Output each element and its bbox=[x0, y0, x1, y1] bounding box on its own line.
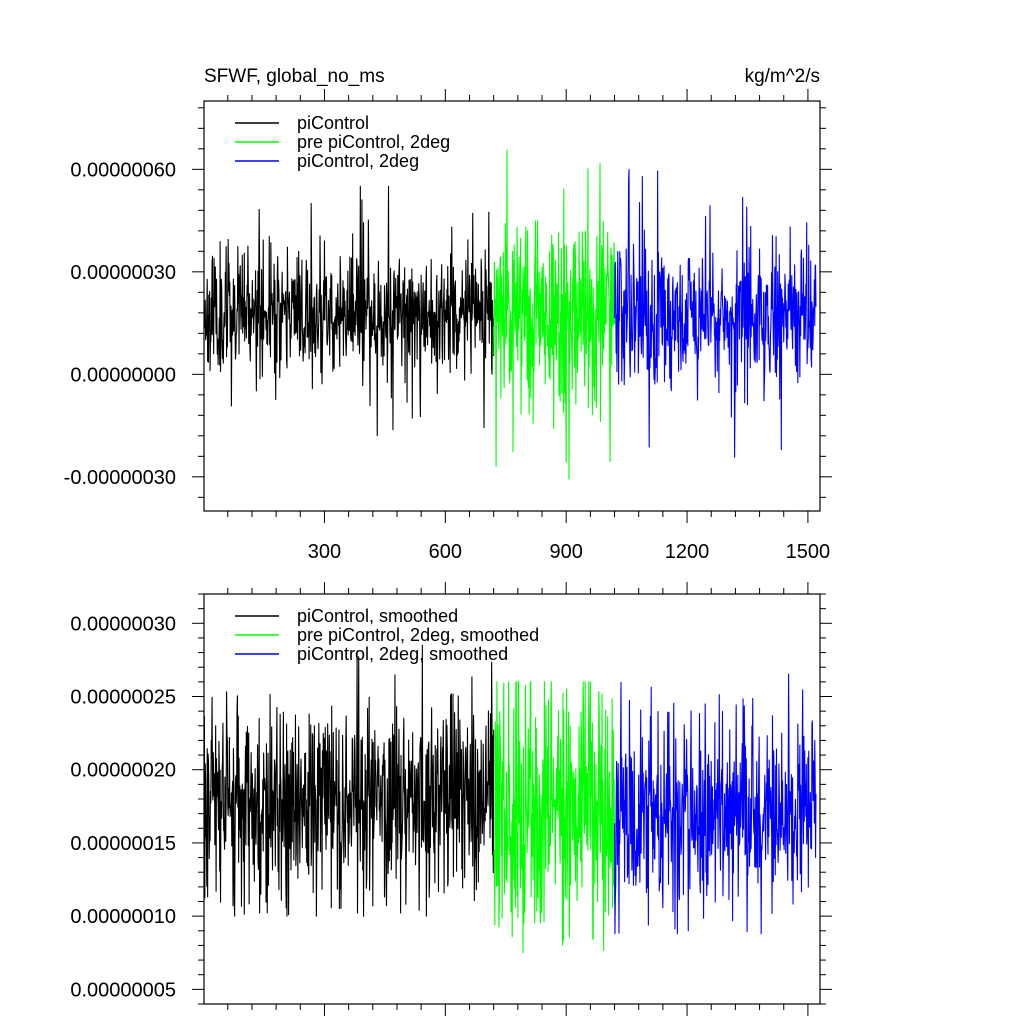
y-tick-label: 0.00000025 bbox=[70, 687, 176, 709]
y-tick-label: 0.00000005 bbox=[70, 979, 176, 1001]
bottom-panel: 0.00000005 0.00000010 0.00000015 0.00000020… bbox=[70, 582, 832, 1016]
series-line-pre-picontrol-2deg-smoothed bbox=[493, 681, 616, 954]
y-tick-label: 0.00000000 bbox=[70, 364, 176, 386]
legend-label: piControl, 2deg, smoothed bbox=[297, 644, 508, 664]
series-line-picontrol-2deg bbox=[613, 168, 817, 458]
top-panel: -0.00000030 0.00000000 0.00000030 0.0000006… bbox=[64, 89, 832, 563]
plot-frame bbox=[203, 100, 821, 512]
y-tick-label: 0.00000030 bbox=[70, 262, 176, 284]
legend-label: pre piControl, 2deg, smoothed bbox=[297, 625, 539, 645]
x-tick-label: 1200 bbox=[665, 541, 710, 563]
y-tick-label: 0.00000020 bbox=[70, 760, 176, 782]
y-tick-label: 0.00000015 bbox=[70, 833, 176, 855]
series-line-picontrol-2deg-smoothed bbox=[613, 673, 817, 935]
series-line-pre-picontrol-2deg bbox=[493, 149, 616, 480]
series-group bbox=[204, 644, 817, 954]
series-line-picontrol bbox=[204, 185, 495, 437]
x-tick-label: 900 bbox=[549, 541, 582, 563]
series-group bbox=[204, 149, 817, 480]
legend-label: piControl bbox=[297, 113, 369, 133]
y-tick-label: -0.00000030 bbox=[64, 467, 176, 489]
y-tick-label: 0.00000030 bbox=[70, 613, 176, 635]
legend-label: pre piControl, 2deg bbox=[297, 132, 450, 152]
y-tick-label: 0.00000010 bbox=[70, 906, 176, 928]
chart-title-right: kg/m^2/s bbox=[745, 66, 820, 87]
x-tick-label: 600 bbox=[429, 541, 462, 563]
chart-title-left: SFWF, global_no_ms bbox=[204, 66, 385, 87]
legend-label: piControl, 2deg bbox=[297, 151, 419, 171]
x-tick-label: 300 bbox=[308, 541, 341, 563]
legend-label: piControl, smoothed bbox=[297, 606, 458, 626]
x-tick-label: 1500 bbox=[786, 541, 831, 563]
y-tick-label: 0.00000060 bbox=[70, 159, 176, 181]
series-line-picontrol-smoothed bbox=[204, 644, 495, 917]
